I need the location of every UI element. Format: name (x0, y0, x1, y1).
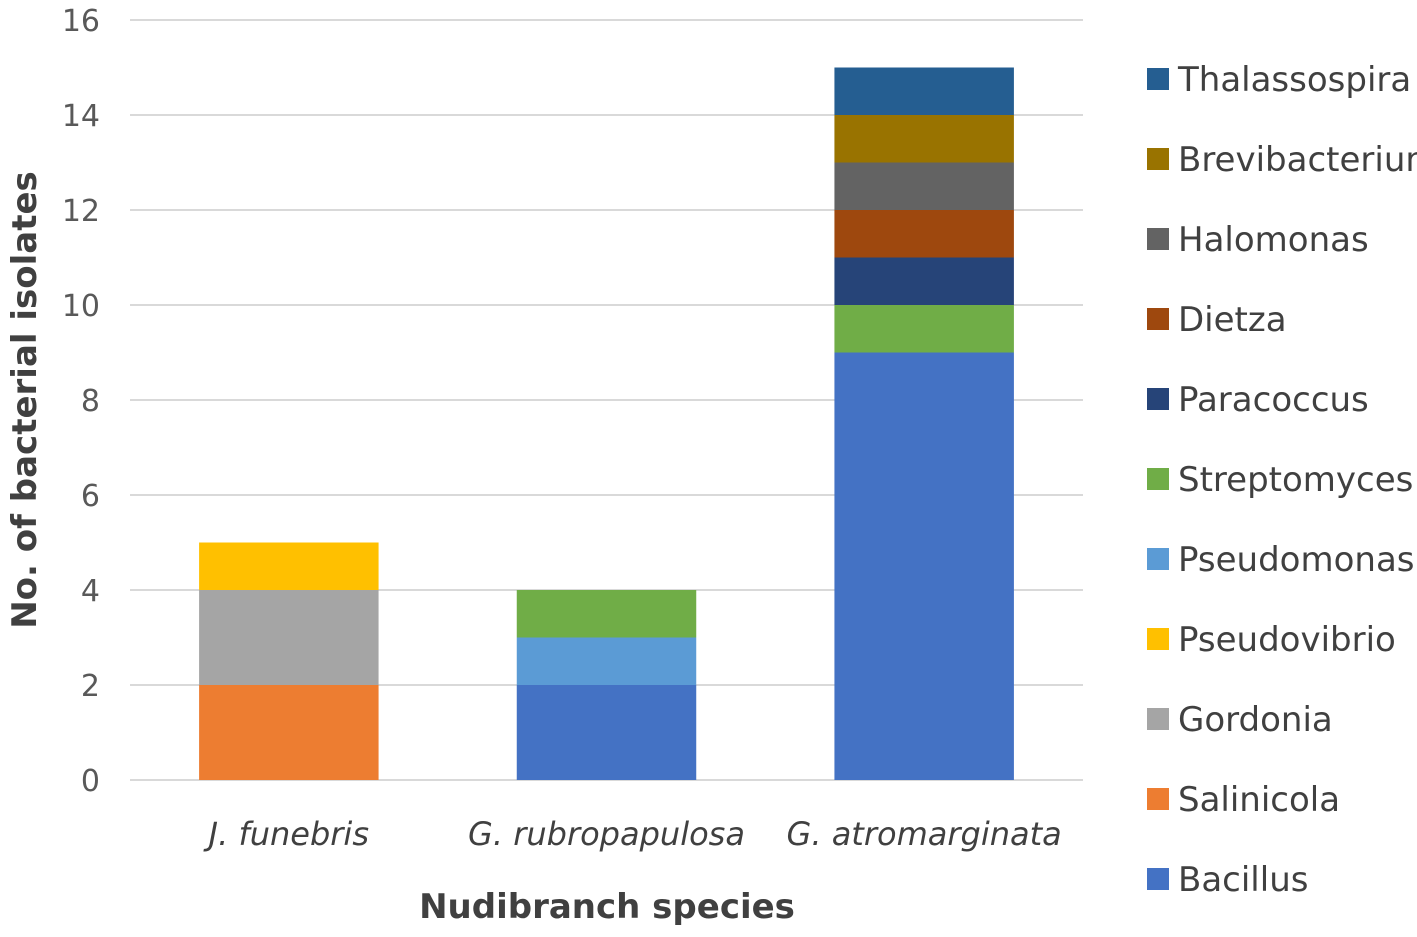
bar-segment-thalassospira (834, 67, 1014, 115)
bar-segment-salinicola (199, 685, 379, 780)
legend-label-thalassospira: Thalassospira (1177, 60, 1411, 100)
bar-segment-paracoccus (834, 257, 1014, 305)
y-tick-label: 16 (62, 4, 100, 39)
legend-label-bacillus: Bacillus (1178, 860, 1308, 900)
y-tick-label: 2 (81, 669, 100, 704)
legend-label-dietza: Dietza (1178, 300, 1287, 340)
legend-swatch-bacillus (1147, 868, 1169, 890)
y-tick-label: 10 (62, 289, 100, 324)
bar-segment-brevibacterium (834, 115, 1014, 163)
x-category-label: G. rubropapulosa (468, 815, 745, 853)
legend-label-pseudomonas: Pseudomonas (1178, 540, 1415, 580)
y-axis-title: No. of bacterial isolates (5, 171, 45, 629)
bars (199, 67, 1014, 780)
legend-swatch-paracoccus (1147, 388, 1169, 410)
bar-segment-bacillus (516, 685, 697, 780)
legend-swatch-streptomyces (1147, 468, 1169, 490)
bar-segment-streptomyces (516, 590, 697, 638)
legend-label-halomonas: Halomonas (1178, 220, 1369, 260)
legend-label-paracoccus: Paracoccus (1178, 380, 1369, 420)
y-axis-ticks: 0 2 4 6 8 10 12 14 16 (62, 4, 100, 799)
bar-segment-gordonia (199, 590, 379, 685)
x-category-label: J. funebris (203, 815, 369, 853)
legend-swatch-pseudomonas (1147, 548, 1169, 570)
legend-label-salinicola: Salinicola (1178, 780, 1340, 820)
legend-swatch-dietza (1147, 308, 1169, 330)
legend-swatch-halomonas (1147, 228, 1169, 250)
bar-segment-dietza (834, 210, 1014, 258)
legend-label-gordonia: Gordonia (1178, 700, 1333, 740)
legend-label-pseudovibrio: Pseudovibrio (1178, 620, 1396, 660)
bar-segment-halomonas (834, 162, 1014, 210)
legend-swatch-brevibacterium (1147, 148, 1169, 170)
y-tick-label: 6 (81, 479, 100, 514)
y-tick-label: 14 (62, 99, 100, 134)
legend-label-streptomyces: Streptomyces (1178, 460, 1413, 500)
x-category-label: G. atromarginata (787, 815, 1062, 853)
y-tick-label: 8 (81, 384, 100, 419)
bar-segment-streptomyces (834, 305, 1014, 353)
bar-segment-pseudovibrio (199, 542, 379, 590)
legend-swatch-salinicola (1147, 788, 1169, 810)
legend-swatch-thalassospira (1147, 68, 1169, 90)
legend-swatch-gordonia (1147, 708, 1169, 730)
legend-swatch-pseudovibrio (1147, 628, 1169, 650)
x-axis-title: Nudibranch species (419, 887, 795, 927)
bar-segment-pseudomonas (516, 637, 697, 685)
x-axis-categories: J. funebris G. rubropapulosa G. atromargin… (203, 815, 1062, 853)
y-tick-label: 0 (81, 764, 100, 799)
legend: Thalassospira Brevibacterium Halomonas Diet… (1147, 60, 1417, 900)
legend-label-brevibacterium: Brevibacterium (1178, 140, 1417, 180)
bar-segment-bacillus (834, 352, 1014, 780)
y-tick-label: 4 (81, 574, 100, 609)
y-tick-label: 12 (62, 194, 100, 229)
